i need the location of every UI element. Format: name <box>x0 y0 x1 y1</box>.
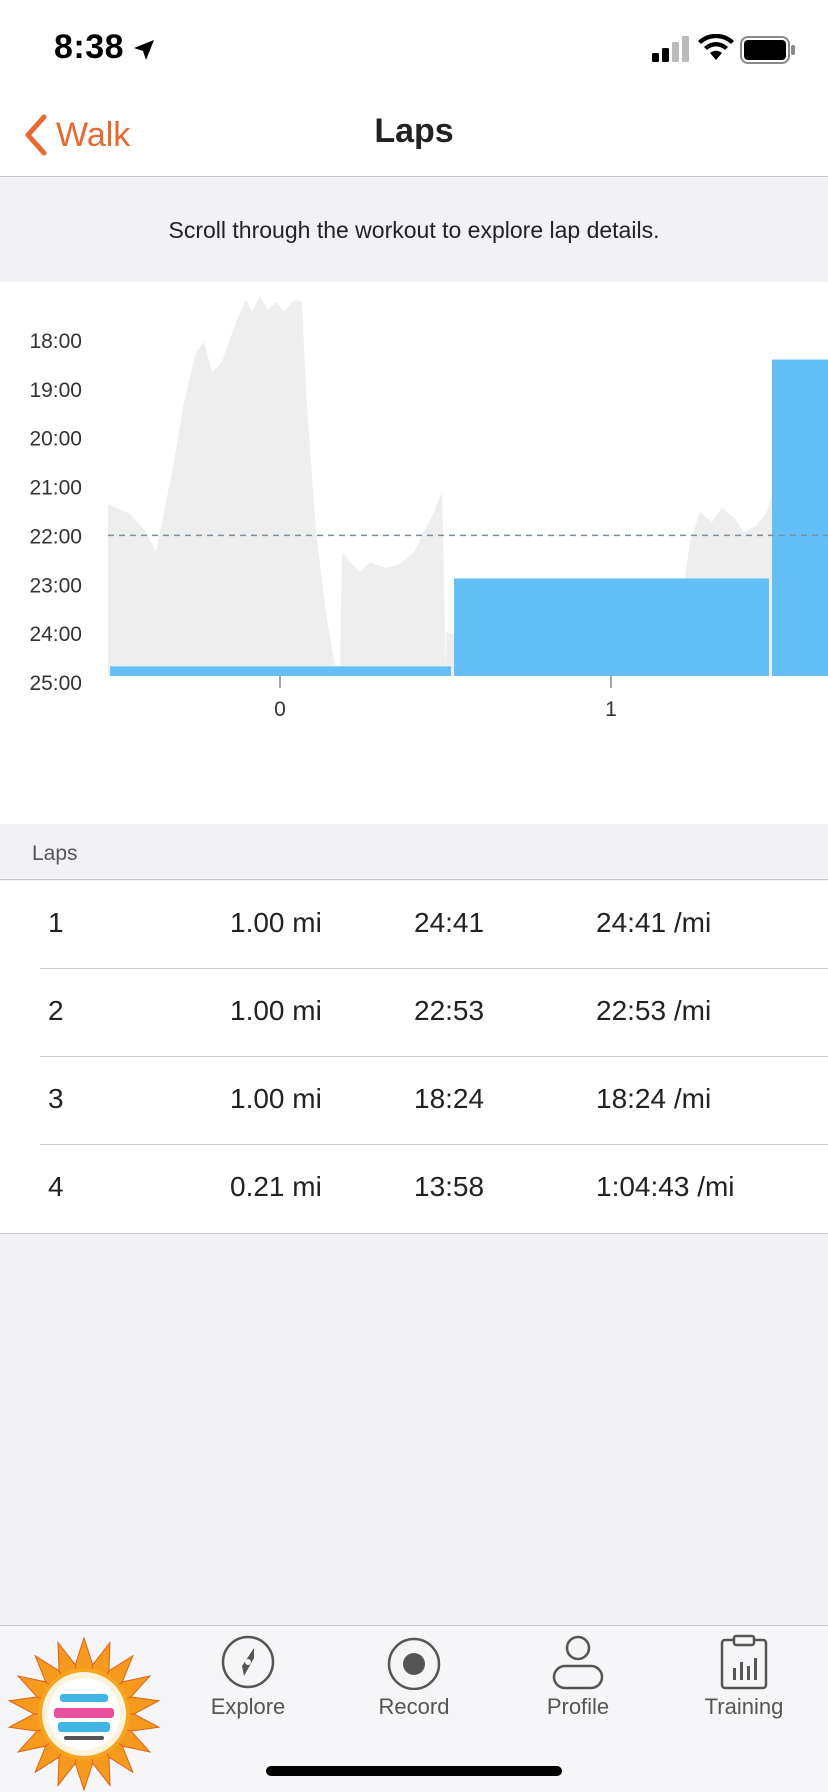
y-tick-label: 25:00 <box>29 672 82 695</box>
laps-section-label: Laps <box>32 842 78 865</box>
laps-section-header: Laps <box>0 824 828 880</box>
y-tick-label: 22:00 <box>29 525 82 548</box>
lap-distance: 0.21 mi <box>230 1171 322 1202</box>
lap-time: 24:41 <box>414 907 485 938</box>
home-indicator <box>266 1766 562 1776</box>
tab-training[interactable]: Training <box>674 1634 814 1744</box>
lap-number: 4 <box>48 1171 64 1202</box>
hint-text: Scroll through the workout to explore la… <box>168 216 660 243</box>
navigation-bar: Walk Laps <box>0 100 828 177</box>
y-tick-label: 19:00 <box>29 379 82 402</box>
battery-icon <box>740 36 795 64</box>
y-tick-label: 24:00 <box>29 623 82 646</box>
compass-icon <box>221 1635 275 1689</box>
lap-time: 13:58 <box>414 1171 485 1202</box>
lap-time: 22:53 <box>414 995 485 1026</box>
lap-number: 3 <box>48 1083 64 1114</box>
tab-profile-label: Profile <box>546 1694 610 1719</box>
row-divider <box>40 1056 828 1057</box>
summer-miles-challenge-badge[interactable] <box>4 1634 164 1792</box>
back-button[interactable]: Walk <box>24 110 130 160</box>
y-tick-label: 21:00 <box>29 477 82 500</box>
lap-pace: 1:04:43 /mi <box>596 1171 735 1202</box>
chevron-left-icon <box>25 114 47 156</box>
tab-bar: Explore Record Profile Training <box>0 1625 828 1792</box>
record-icon <box>387 1637 441 1690</box>
table-row[interactable]: 4 0.21 mi 13:58 1:04:43 /mi <box>0 1145 828 1233</box>
tab-record[interactable]: Record <box>344 1634 484 1744</box>
table-row[interactable]: 1 1.00 mi 24:41 24:41 /mi <box>0 881 828 969</box>
profile-icon <box>552 1635 604 1690</box>
lap-distance: 1.00 mi <box>230 1083 322 1114</box>
wifi-icon <box>698 34 734 60</box>
tab-record-label: Record <box>378 1694 450 1719</box>
lap-distance: 1.00 mi <box>230 907 322 938</box>
y-tick-label: 23:00 <box>29 574 82 597</box>
back-label: Walk <box>56 115 131 154</box>
row-divider <box>40 968 828 969</box>
lap-time: 18:24 <box>414 1083 485 1114</box>
y-tick-label: 20:00 <box>29 428 82 451</box>
tab-explore-label: Explore <box>210 1694 286 1719</box>
page-title: Laps <box>374 112 454 150</box>
pace-chart-svg: 18:00 19:00 20:00 21:00 22:00 23:00 24:00 25:00… <box>29 296 828 721</box>
lap-pace: 22:53 /mi <box>596 995 712 1026</box>
cellular-signal-icon <box>652 36 689 62</box>
x-tick-label: 0 <box>274 698 286 721</box>
lap-bar[interactable] <box>110 666 451 676</box>
laps-table: 1 1.00 mi 24:41 24:41 /mi 2 1.00 mi 22:5… <box>0 881 828 1234</box>
status-bar: 8:38 <box>0 0 828 100</box>
row-divider <box>40 1144 828 1145</box>
tab-explore[interactable]: Explore <box>178 1634 318 1744</box>
tab-profile[interactable]: Profile <box>508 1634 648 1744</box>
lap-distance: 1.00 mi <box>230 995 322 1026</box>
status-time: 8:38 <box>54 28 125 66</box>
lap-number: 2 <box>48 995 64 1026</box>
laps-chart[interactable]: 18:00 19:00 20:00 21:00 22:00 23:00 24:00 25:00… <box>0 282 828 824</box>
lap-bar[interactable] <box>454 578 769 676</box>
lap-pace: 18:24 /mi <box>596 1083 712 1114</box>
table-row[interactable]: 3 1.00 mi 18:24 18:24 /mi <box>0 1057 828 1145</box>
lap-bar[interactable] <box>772 359 828 676</box>
tab-training-label: Training <box>704 1694 784 1719</box>
x-tick-label: 1 <box>605 698 617 721</box>
table-row[interactable]: 2 1.00 mi 22:53 22:53 /mi <box>0 969 828 1057</box>
location-arrow-icon <box>134 40 154 60</box>
lap-number: 1 <box>48 907 64 938</box>
pace-trace-area <box>108 296 446 676</box>
clipboard-chart-icon <box>720 1634 768 1690</box>
hint-banner: Scroll through the workout to explore la… <box>0 178 828 282</box>
y-tick-label: 18:00 <box>29 330 82 353</box>
lap-pace: 24:41 /mi <box>596 907 712 938</box>
